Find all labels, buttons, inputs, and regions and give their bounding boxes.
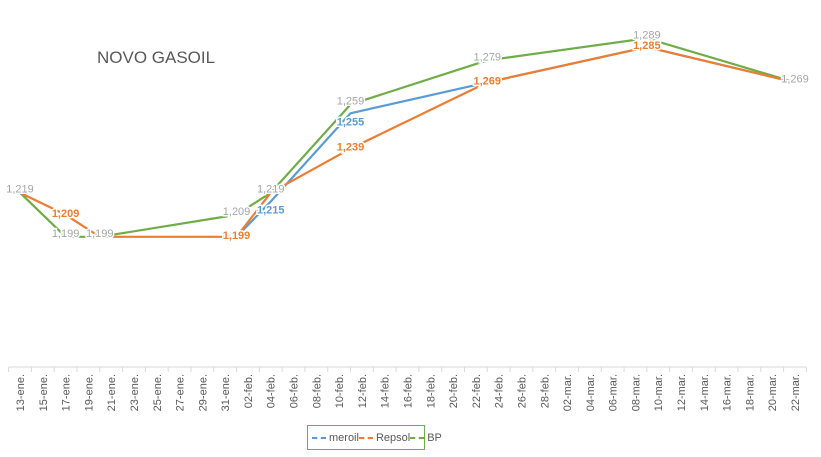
x-tick-label: 14-feb. <box>380 374 392 408</box>
data-label: 1,219 <box>257 184 285 196</box>
x-tick-label: 12-feb. <box>357 374 369 408</box>
x-tick-label: 25-ene. <box>152 374 164 411</box>
x-tick-label: 08-mar. <box>630 374 642 411</box>
data-label: 1,209 <box>52 208 80 220</box>
x-tick-label: 16-feb. <box>403 374 415 408</box>
x-tick-label: 23-ene. <box>129 374 141 411</box>
legend-swatch <box>358 436 373 439</box>
data-label: 1,199 <box>223 230 251 242</box>
x-tick-label: 08-feb. <box>311 374 323 408</box>
data-label: 1,219 <box>6 184 34 196</box>
x-tick-label: 10-feb. <box>334 374 346 408</box>
x-tick-label: 13-ene. <box>15 374 27 411</box>
data-label: 1,209 <box>223 206 251 218</box>
data-label: 1,289 <box>633 29 661 41</box>
x-tick-label: 14-mar. <box>699 374 711 411</box>
data-label: 1,239 <box>337 142 365 154</box>
data-label: 1,285 <box>633 40 661 52</box>
data-label: 1,269 <box>474 75 502 87</box>
data-label: 1,199 <box>52 228 80 240</box>
x-tick-label: 06-mar. <box>608 374 620 411</box>
x-tick-label: 29-ene. <box>197 374 209 411</box>
x-tick-label: 19-ene. <box>83 374 95 411</box>
series-line-bp <box>19 37 796 238</box>
x-tick-label: 21-ene. <box>106 374 118 411</box>
x-tick-label: 18-mar. <box>744 374 756 411</box>
x-tick-label: 22-feb. <box>471 374 483 408</box>
x-tick-label: 17-ene. <box>61 374 73 411</box>
x-tick-label: 22-mar. <box>790 374 802 411</box>
x-tick-label: 02-mar. <box>562 374 574 411</box>
x-tick-label: 18-feb. <box>425 374 437 408</box>
legend-item-meroil: meroil <box>312 432 359 444</box>
legend-swatch <box>312 436 326 439</box>
legend-label: Repsol <box>375 431 411 444</box>
x-tick-label: 04-mar. <box>585 374 597 411</box>
data-label: 1,259 <box>337 95 365 107</box>
legend-label: BP <box>427 431 442 444</box>
x-tick-label: 26-feb. <box>516 374 528 408</box>
x-tick-label: 15-ene. <box>38 374 50 411</box>
legend-item-bp: BP <box>410 432 442 444</box>
data-label: 1,269 <box>781 73 809 85</box>
chart-title: NOVO GASOIL <box>97 48 216 67</box>
data-label: 1,215 <box>257 205 285 217</box>
x-tick-label: 28-feb. <box>539 374 551 408</box>
legend-label: meroil <box>329 431 359 444</box>
data-label: 1,255 <box>337 116 365 128</box>
series-line-repsol <box>19 45 796 238</box>
x-tick-label: 20-feb. <box>448 374 460 408</box>
x-tick-label: 06-feb. <box>289 374 301 408</box>
legend-swatch <box>410 436 425 439</box>
x-tick-label: 20-mar. <box>767 374 779 411</box>
x-tick-label: 02-feb. <box>243 374 255 408</box>
x-tick-label: 31-ene. <box>220 374 232 411</box>
x-tick-label: 10-mar. <box>653 374 665 411</box>
x-tick-label: 04-feb. <box>266 374 278 408</box>
data-label: 1,279 <box>474 51 502 63</box>
legend: meroil Repsol BP <box>307 425 442 450</box>
x-tick-label: 27-ene. <box>175 374 187 411</box>
data-label: 1,199 <box>86 228 114 240</box>
x-tick-label: 16-mar. <box>722 374 734 411</box>
x-tick-label: 12-mar. <box>676 374 688 411</box>
legend-item-repsol: Repsol <box>358 431 411 444</box>
x-tick-label: 24-feb. <box>494 374 506 408</box>
